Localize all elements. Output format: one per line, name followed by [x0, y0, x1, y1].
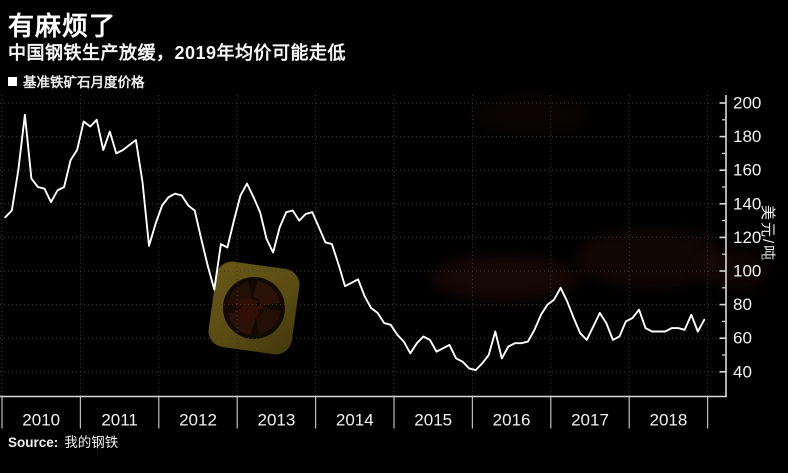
y-tick-label: 120 [733, 228, 761, 247]
source-note: Source: 我的钢铁 [8, 431, 118, 451]
watermark-smudge [430, 255, 580, 301]
legend: 基准铁矿石月度价格 [8, 71, 145, 91]
chart-subtitle: 中国钢铁生产放缓，2019年均价可能走低 [8, 43, 347, 63]
watermark-smudge [700, 250, 770, 290]
x-year-label: 2013 [257, 411, 295, 430]
legend-label: 基准铁矿石月度价格 [23, 75, 145, 90]
source-prefix: Source: [8, 435, 59, 450]
y-tick-label: 80 [733, 295, 752, 314]
y-tick-label: 200 [733, 94, 761, 113]
watermark-smudge [470, 95, 590, 135]
chart-title: 有麻烦了 [8, 11, 117, 41]
x-year-label: 2012 [179, 411, 217, 430]
y-tick-label: 160 [733, 161, 761, 180]
x-year-label: 2011 [101, 411, 138, 430]
legend-swatch-icon [8, 76, 17, 86]
y-tick-label: 40 [733, 362, 752, 381]
y-tick-label: 60 [733, 329, 752, 348]
y-tick-label: 140 [733, 194, 761, 213]
x-year-label: 2016 [493, 411, 531, 430]
watermark-smudge [575, 228, 725, 288]
source-name: 我的钢铁 [64, 435, 119, 450]
x-year-label: 2018 [649, 411, 687, 430]
x-year-label: 2014 [336, 411, 374, 430]
x-year-label: 2010 [22, 411, 60, 430]
x-year-label: 2015 [414, 411, 452, 430]
price-line [4, 113, 706, 372]
x-year-label: 2017 [571, 411, 609, 430]
y-tick-label: 100 [733, 262, 761, 281]
y-tick-label: 180 [733, 127, 761, 146]
